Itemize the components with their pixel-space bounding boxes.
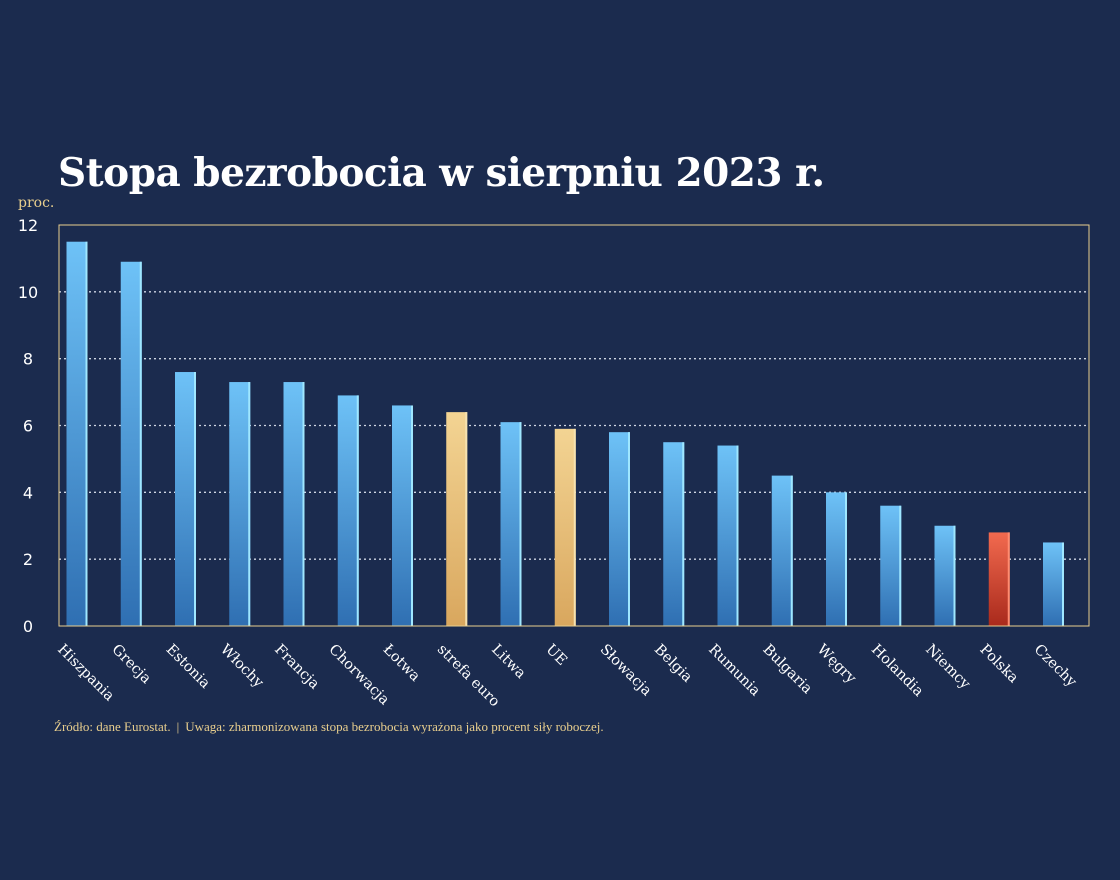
y-tick-label: 4: [23, 483, 33, 502]
y-tick-label: 6: [23, 417, 33, 436]
footnote-note: Uwaga: zharmonizowana stopa bezrobocia w…: [185, 719, 604, 734]
bar-estonia: [175, 372, 196, 626]
bars: [66, 241, 1064, 627]
x-tick-label: Czechy: [1031, 642, 1080, 691]
bar-hiszpania: [66, 241, 88, 627]
x-tick-label: Polska: [976, 642, 1021, 687]
x-tick-label: Bulgaria: [759, 642, 815, 698]
bar-grecja: [120, 261, 142, 626]
x-tick-label: Francja: [271, 642, 322, 693]
bar-strefa-euro: [446, 412, 468, 626]
bar-słowacja: [609, 432, 630, 626]
chart-title: Stopa bezrobocia w sierpniu 2023 r.: [58, 150, 825, 196]
x-tick-label: Łotwa: [380, 642, 424, 686]
bar-belgia: [663, 442, 685, 626]
bar-łotwa: [392, 405, 413, 626]
x-tick-label: Węgry: [814, 642, 860, 688]
plot-frame: [58, 224, 1090, 627]
bar-francja: [283, 382, 305, 626]
x-tick-label: Holandia: [868, 642, 927, 701]
footnote-separator: |: [176, 719, 180, 734]
x-tick-label: Niemcy: [922, 642, 973, 693]
bar-bulgaria: [771, 475, 793, 626]
bar-ue: [554, 428, 576, 626]
y-axis-ticks: 0 2 4 6 8 10 12: [18, 216, 38, 636]
bar-niemcy: [934, 525, 956, 626]
x-tick-label: Rumunia: [705, 642, 763, 700]
bar-włochy: [229, 382, 251, 626]
bar-polska: [988, 532, 1010, 626]
x-tick-label: Hiszpania: [54, 642, 117, 705]
x-tick-label: Słowacja: [597, 642, 655, 700]
bar-węgry: [826, 492, 847, 626]
bar-holandia: [880, 505, 902, 626]
y-axis-unit-label: proc.: [18, 195, 54, 211]
bar-rumunia: [717, 445, 739, 626]
x-tick-label: Grecja: [108, 642, 154, 688]
footnote-source: Źródło: dane Eurostat.: [54, 719, 171, 734]
footnote: Źródło: dane Eurostat. | Uwaga: zharmonizo…: [54, 719, 604, 735]
bar-chorwacja: [337, 395, 359, 626]
x-tick-label: Belgia: [651, 642, 695, 686]
bar-litwa: [500, 422, 522, 626]
x-tick-label: Włochy: [217, 642, 267, 692]
y-tick-label: 2: [23, 550, 33, 569]
x-tick-label: Estonia: [163, 642, 214, 693]
bar-czechy: [1043, 542, 1064, 626]
x-tick-label: UE: [542, 642, 569, 669]
x-tick-label: Litwa: [488, 642, 529, 683]
y-tick-label: 0: [23, 617, 33, 636]
y-tick-label: 8: [23, 350, 33, 369]
y-tick-label: 12: [18, 216, 38, 235]
y-tick-label: 10: [18, 283, 38, 302]
